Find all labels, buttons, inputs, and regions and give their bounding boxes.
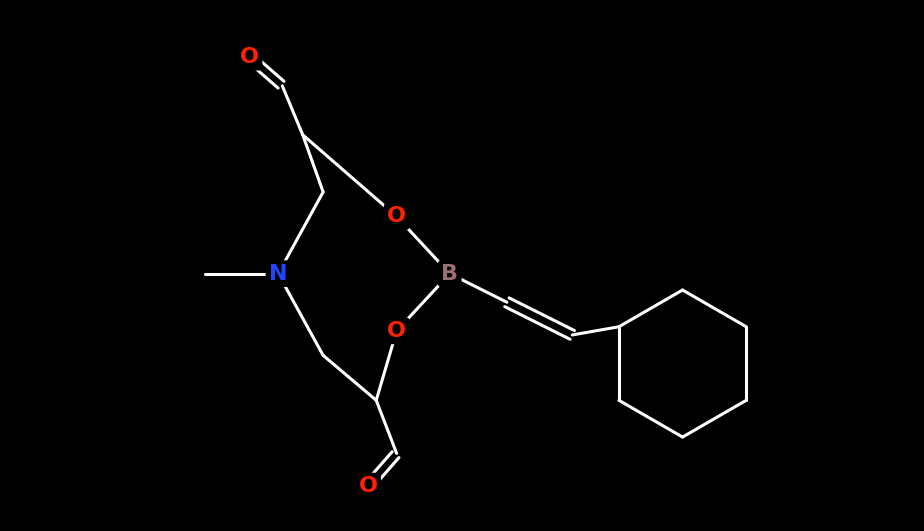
Text: O: O bbox=[387, 321, 407, 341]
Text: O: O bbox=[387, 207, 407, 227]
Text: N: N bbox=[269, 264, 287, 284]
Text: B: B bbox=[442, 264, 458, 284]
Text: O: O bbox=[359, 476, 378, 496]
Text: O: O bbox=[240, 47, 259, 67]
